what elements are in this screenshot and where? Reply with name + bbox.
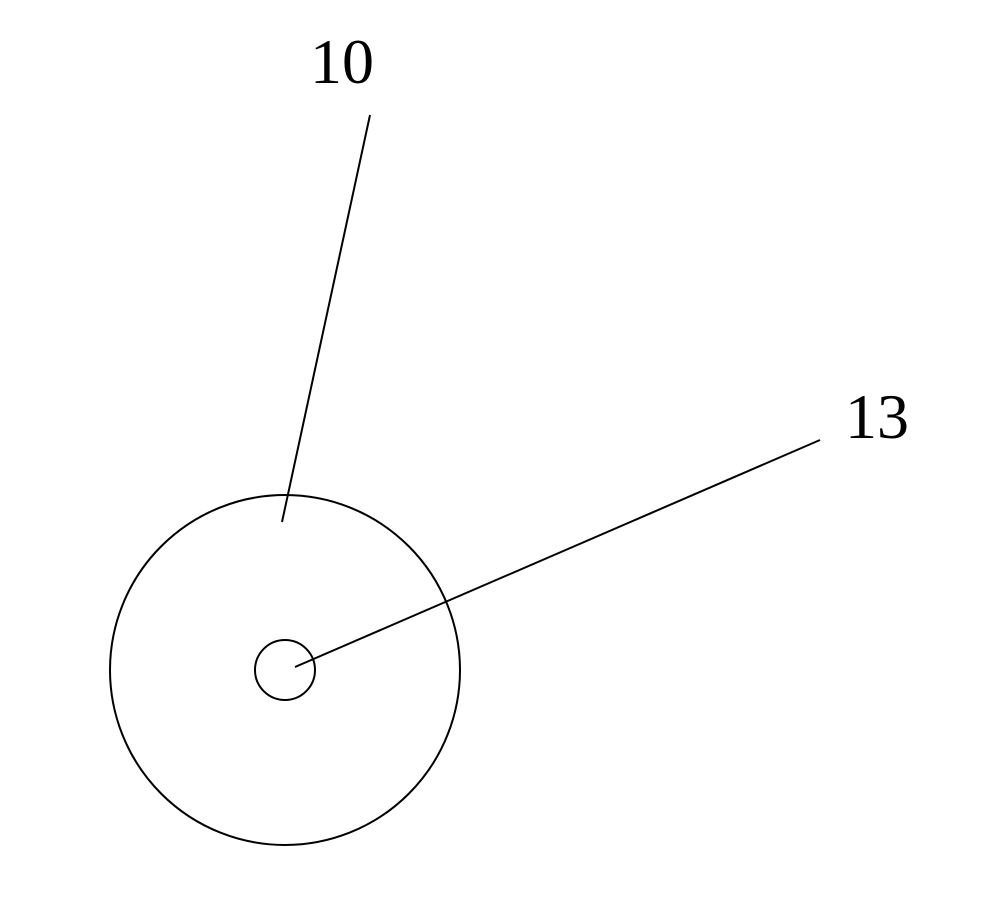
outer-circle <box>110 495 460 845</box>
label-10: 10 <box>310 25 374 99</box>
diagram-canvas: 10 13 <box>0 0 1000 902</box>
leader-line-13 <box>295 440 820 667</box>
leader-line-10 <box>282 115 370 522</box>
inner-circle <box>255 640 315 700</box>
label-13: 13 <box>845 380 909 454</box>
